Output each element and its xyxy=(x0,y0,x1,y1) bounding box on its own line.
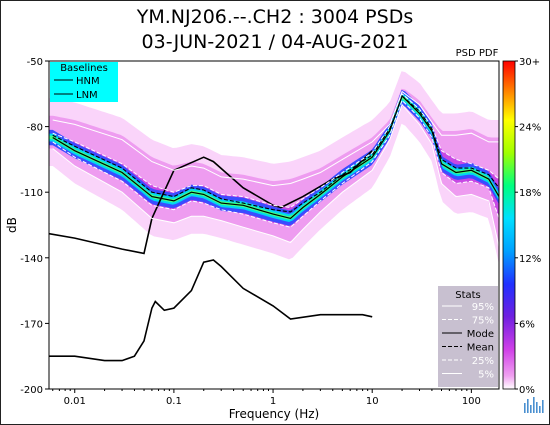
x-tick-label: 10 xyxy=(366,396,379,407)
stats-legend-entry: 75% xyxy=(472,316,494,327)
chart-title: YM.NJ206.--.CH2 : 3004 PSDs xyxy=(136,6,414,28)
y-tick-label: -140 xyxy=(20,254,43,265)
chart-subtitle: 03-JUN-2021 / 04-AUG-2021 xyxy=(141,31,409,53)
waveform-logo-icon xyxy=(524,397,544,413)
colorbar-label: PSD PDF xyxy=(456,48,499,59)
series-line-25pct xyxy=(52,99,499,228)
stats-legend: Stats 95% 75% Mode Mean 25% 5% xyxy=(438,286,498,387)
y-axis-label: dB xyxy=(5,217,19,233)
colorbar-tick-label: 30+ xyxy=(519,57,540,68)
stats-legend-entry: 25% xyxy=(472,356,494,367)
colorbar-ticks: 0% 6% 12% 18% 24% 30+ xyxy=(515,57,541,396)
x-tick-label: 100 xyxy=(462,396,481,407)
baselines-legend-background xyxy=(50,62,118,102)
stats-legend-title: Stats xyxy=(455,290,481,301)
baselines-legend-lnm: LNM xyxy=(76,90,98,101)
series-line-95pct xyxy=(52,90,499,187)
colorbar: PSD PDF 0% 6% 12% 18% 24% 30+ xyxy=(456,48,542,396)
colorbar-gradient xyxy=(502,60,516,390)
series-line-75pct xyxy=(52,92,499,209)
plot-border xyxy=(48,60,500,390)
stats-legend-items: 95% 75% Mode Mean 25% 5% xyxy=(442,302,494,381)
y-tick-label: -170 xyxy=(20,319,43,330)
plot-area xyxy=(48,60,500,390)
series-line-mean xyxy=(52,95,499,213)
y-tick-label: -200 xyxy=(20,385,43,396)
series-lines xyxy=(49,90,499,362)
stats-legend-entry: 95% xyxy=(472,302,494,313)
series-line-mode xyxy=(52,94,499,220)
colorbar-tick-label: 0% xyxy=(519,385,535,396)
baselines-legend: Baselines HNM LNM xyxy=(50,62,118,102)
density-band-core xyxy=(49,89,499,226)
stats-legend-entry: Mode xyxy=(467,329,494,340)
colorbar-tick-label: 18% xyxy=(519,188,541,199)
baselines-legend-hnm: HNM xyxy=(76,76,100,87)
baselines-legend-title: Baselines xyxy=(60,63,108,74)
stats-legend-entry: Mean xyxy=(467,343,494,354)
series-line-hnm xyxy=(49,150,373,255)
x-tick-label: 0.01 xyxy=(64,396,86,407)
x-axis-label: Frequency (Hz) xyxy=(229,407,320,421)
stats-legend-entry: 5% xyxy=(478,370,494,381)
x-tick-label: 0.1 xyxy=(166,396,182,407)
y-tick-label: -110 xyxy=(20,188,43,199)
series-line-lnm xyxy=(49,259,373,362)
y-tick-label: -50 xyxy=(27,57,43,68)
colorbar-tick-label: 12% xyxy=(519,254,541,265)
x-tick-label: 1 xyxy=(270,396,276,407)
series-line-5pct xyxy=(52,103,499,248)
colorbar-tick-label: 6% xyxy=(519,319,535,330)
stats-legend-background xyxy=(438,286,498,387)
colorbar-tick-label: 24% xyxy=(519,123,541,134)
axes: -50 -80 -110 -140 -170 -200 0.01 0.1 1 10 100 xyxy=(20,57,481,407)
y-tick-label: -80 xyxy=(27,123,43,134)
